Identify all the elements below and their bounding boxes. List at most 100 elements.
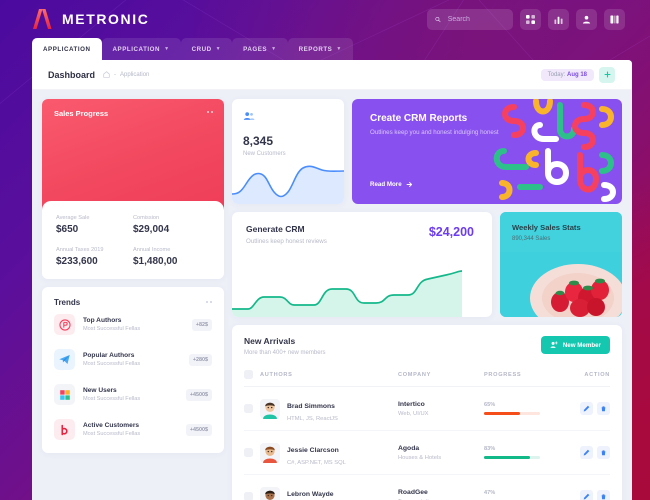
delete-button[interactable] <box>597 402 610 415</box>
list-item[interactable]: Top Authors Most Successful Fellas +82$ <box>54 307 212 342</box>
status-badge: +82$ <box>191 318 212 331</box>
progress-label: 83% <box>484 446 496 452</box>
company-industry: Web, UI/UX <box>398 410 429 417</box>
row-select-cell <box>244 386 260 431</box>
company-industry: Houses & Hotels <box>398 454 442 461</box>
bar-chart-icon-button[interactable] <box>548 8 569 30</box>
table-row[interactable]: Jessie Clarcson C#, ASP.NET, MS SQL Agoda H… <box>244 430 610 475</box>
search-box[interactable] <box>427 8 513 30</box>
delete-button[interactable] <box>597 490 610 500</box>
list-item-subtitle: Most Successful Fellas <box>83 396 141 402</box>
bloglovin-icon <box>54 419 75 440</box>
tab-application[interactable]: APPLICATION ▼ <box>101 38 181 60</box>
company-cell: Agoda Houses & Hotels <box>398 430 484 475</box>
weekly-sales-subtitle: 890,344 Sales <box>512 236 551 242</box>
read-more-button[interactable]: Read More <box>370 181 413 188</box>
avatar-brad <box>260 398 280 419</box>
delete-button[interactable] <box>597 446 610 459</box>
table-row[interactable]: Brad Simmons HTML, JS, ReactJS Intertico We… <box>244 386 610 431</box>
bar-chart-icon <box>554 16 563 24</box>
select-all-checkbox[interactable] <box>244 370 253 379</box>
tab-label: CRUD <box>191 45 212 53</box>
app-header: METRONIC <box>0 0 650 38</box>
action-cell <box>564 474 610 500</box>
author-cell: Lebron WaydePHP, Laravel, VueJS <box>260 474 398 500</box>
edit-button[interactable] <box>580 490 593 500</box>
new-customers-card: 8,345 New Customers <box>232 99 344 204</box>
edit-icon <box>583 405 590 412</box>
tab-crud[interactable]: CRUD ▼ <box>180 38 233 60</box>
list-item[interactable]: New Users Most Successful Fellas +4500$ <box>54 377 212 412</box>
customers-icon <box>243 112 255 120</box>
generate-crm-subtitle: Outlines keep honest reviews <box>246 238 327 245</box>
user-icon-button[interactable] <box>576 8 597 30</box>
list-item-title: Top Authors <box>83 317 122 324</box>
new-arrivals-table: AUTHORS COMPANY PROGRESS ACTION Brad Sim… <box>244 364 610 500</box>
progress-bar <box>484 456 540 459</box>
edit-button[interactable] <box>580 446 593 459</box>
crm-promo-title: Create CRM Reports <box>370 113 468 124</box>
date-value: Aug 18 <box>566 71 587 78</box>
read-more-label: Read More <box>370 181 402 188</box>
add-button[interactable] <box>599 66 615 83</box>
tab-pages[interactable]: PAGES ▼ <box>232 38 288 60</box>
company-industry: Transportation <box>398 499 484 500</box>
sales-progress-chart-area: Sales Progress <box>42 99 224 211</box>
list-item[interactable]: Popular Authors Most Successful Fellas +… <box>54 342 212 377</box>
sales-progress-card: Sales Progress Average Sale $650 Comissi… <box>42 99 224 279</box>
date-badge[interactable]: Today: Aug 18 <box>540 68 594 81</box>
home-icon[interactable] <box>103 71 110 78</box>
tab-reports[interactable]: REPORTS ▼ <box>287 38 353 60</box>
layout-icon-button[interactable] <box>604 8 625 30</box>
generate-crm-card: Generate CRM Outlines keep honest review… <box>232 212 492 317</box>
table-row[interactable]: Lebron WaydePHP, Laravel, VueJSRoadGee Tr… <box>244 474 610 500</box>
tab-application-active[interactable]: APPLICATION <box>32 38 102 60</box>
row-checkbox[interactable] <box>244 404 253 413</box>
ellipsis-icon[interactable] <box>206 301 212 303</box>
stat-label: Average Sale <box>56 215 90 221</box>
delete-icon <box>601 450 606 456</box>
status-badge: +4500$ <box>185 423 212 436</box>
chevron-down-icon: ▼ <box>336 46 342 52</box>
layout-icon <box>610 14 619 24</box>
brand-logo[interactable]: METRONIC <box>28 8 149 30</box>
edit-button[interactable] <box>580 402 593 415</box>
edit-icon <box>583 449 590 456</box>
stat-comission: Comission $29,004 <box>133 215 210 235</box>
ellipsis-icon[interactable] <box>207 111 213 113</box>
progress-label: 65% <box>484 402 496 408</box>
company-cell: RoadGee Transportation <box>398 474 484 500</box>
status-badge: +4500$ <box>185 388 212 401</box>
tab-label: APPLICATION <box>43 45 91 53</box>
stat-value: $1,480,00 <box>133 256 178 267</box>
progress-cell: 47% <box>484 474 564 500</box>
trends-card: Trends Top Authors Most Successful Fella… <box>42 287 224 453</box>
list-item-subtitle: Most Successful Fellas <box>83 431 141 437</box>
action-cell <box>564 430 610 475</box>
new-customers-chart <box>232 165 344 204</box>
delete-icon <box>601 494 606 500</box>
new-member-label: New Member <box>562 341 601 349</box>
left-column: Sales Progress Average Sale $650 Comissi… <box>42 99 224 500</box>
edit-icon <box>583 493 590 500</box>
row-checkbox[interactable] <box>244 492 253 500</box>
search-input[interactable] <box>447 15 505 23</box>
grid-icon-button[interactable] <box>520 8 541 30</box>
table-header-row: AUTHORS COMPANY PROGRESS ACTION <box>244 364 610 387</box>
generate-crm-chart <box>232 270 462 317</box>
row-select-cell <box>244 474 260 500</box>
grid-icon <box>526 14 535 24</box>
breadcrumb-current[interactable]: Application <box>120 71 150 78</box>
header-actions <box>427 8 625 30</box>
new-arrivals-title: New Arrivals <box>244 336 296 346</box>
row-checkbox[interactable] <box>244 448 253 457</box>
tab-label: REPORTS <box>298 45 333 53</box>
avatar-lebron <box>260 486 280 500</box>
list-item[interactable]: Active Customers Most Successful Fellas … <box>54 412 212 447</box>
breadcrumb: - Application <box>103 71 149 78</box>
stat-label: Annual Taxes 2019 <box>56 247 104 253</box>
new-member-button[interactable]: New Member <box>540 336 610 354</box>
list-item-title: Active Customers <box>83 422 140 429</box>
author-name: Lebron Wayde <box>287 491 334 498</box>
author-skills: C#, ASP.NET, MS SQL <box>287 460 346 466</box>
